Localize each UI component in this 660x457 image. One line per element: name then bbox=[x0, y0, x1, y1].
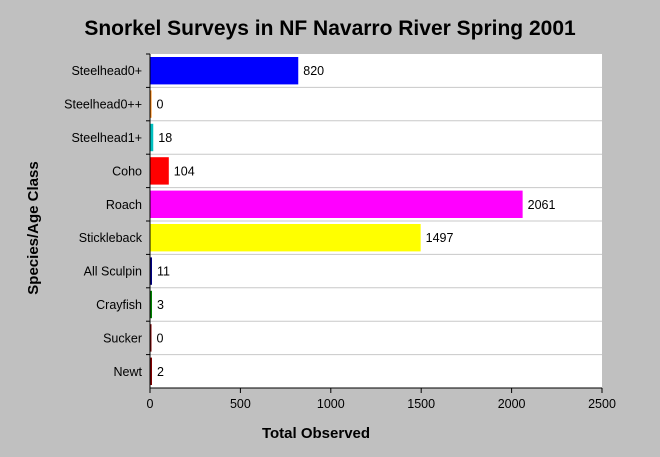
x-tick-label: 500 bbox=[230, 397, 251, 411]
category-label: Roach bbox=[106, 198, 142, 212]
chart-title: Snorkel Surveys in NF Navarro River Spri… bbox=[84, 17, 576, 40]
category-label: Coho bbox=[112, 164, 142, 178]
bar-roach bbox=[150, 190, 523, 218]
grid-layer bbox=[150, 86, 602, 356]
bar-all-sculpin bbox=[150, 257, 152, 285]
x-tick-label: 2000 bbox=[498, 397, 526, 411]
value-label: 0 bbox=[157, 98, 164, 112]
value-label: 2 bbox=[157, 365, 164, 379]
bar-stickleback bbox=[150, 224, 421, 252]
value-label: 1497 bbox=[426, 231, 454, 245]
value-label: 3 bbox=[157, 298, 164, 312]
x-tick-label: 1500 bbox=[407, 397, 435, 411]
axis-layer: Steelhead0+ Steelhead0++ Steelhead1+ Coho Ro… bbox=[64, 53, 616, 411]
value-label: 0 bbox=[157, 331, 164, 345]
category-label: Steelhead0+ bbox=[71, 64, 142, 78]
category-label: Newt bbox=[114, 365, 143, 379]
bar-steelhead0- bbox=[150, 57, 299, 85]
value-label: 820 bbox=[303, 64, 324, 78]
x-tick-label: 2500 bbox=[588, 397, 616, 411]
value-label: 2061 bbox=[528, 198, 556, 212]
x-tick-label: 1000 bbox=[317, 397, 345, 411]
value-label: 104 bbox=[174, 164, 195, 178]
category-label: Stickleback bbox=[79, 231, 143, 245]
bar-coho bbox=[150, 157, 169, 185]
bar-steelhead1- bbox=[150, 123, 154, 152]
category-label: Crayfish bbox=[96, 298, 142, 312]
y-axis-title: Species/Age Class bbox=[25, 161, 42, 294]
bar-layer: 820 0 18 104 2061 1497 11 3 0 2 bbox=[150, 57, 555, 385]
bar-sucker bbox=[150, 324, 152, 352]
x-axis-title: Total Observed bbox=[262, 425, 370, 442]
category-label: Sucker bbox=[103, 331, 142, 345]
bar-crayfish bbox=[150, 290, 152, 319]
bar-newt bbox=[150, 357, 152, 385]
x-tick-label: 0 bbox=[147, 397, 154, 411]
value-label: 18 bbox=[158, 131, 172, 145]
bar-steelhead0- bbox=[150, 90, 152, 118]
value-label: 11 bbox=[157, 265, 170, 279]
category-label: Steelhead1+ bbox=[71, 131, 142, 145]
category-label: Steelhead0++ bbox=[64, 98, 142, 112]
category-label: All Sculpin bbox=[84, 265, 142, 279]
